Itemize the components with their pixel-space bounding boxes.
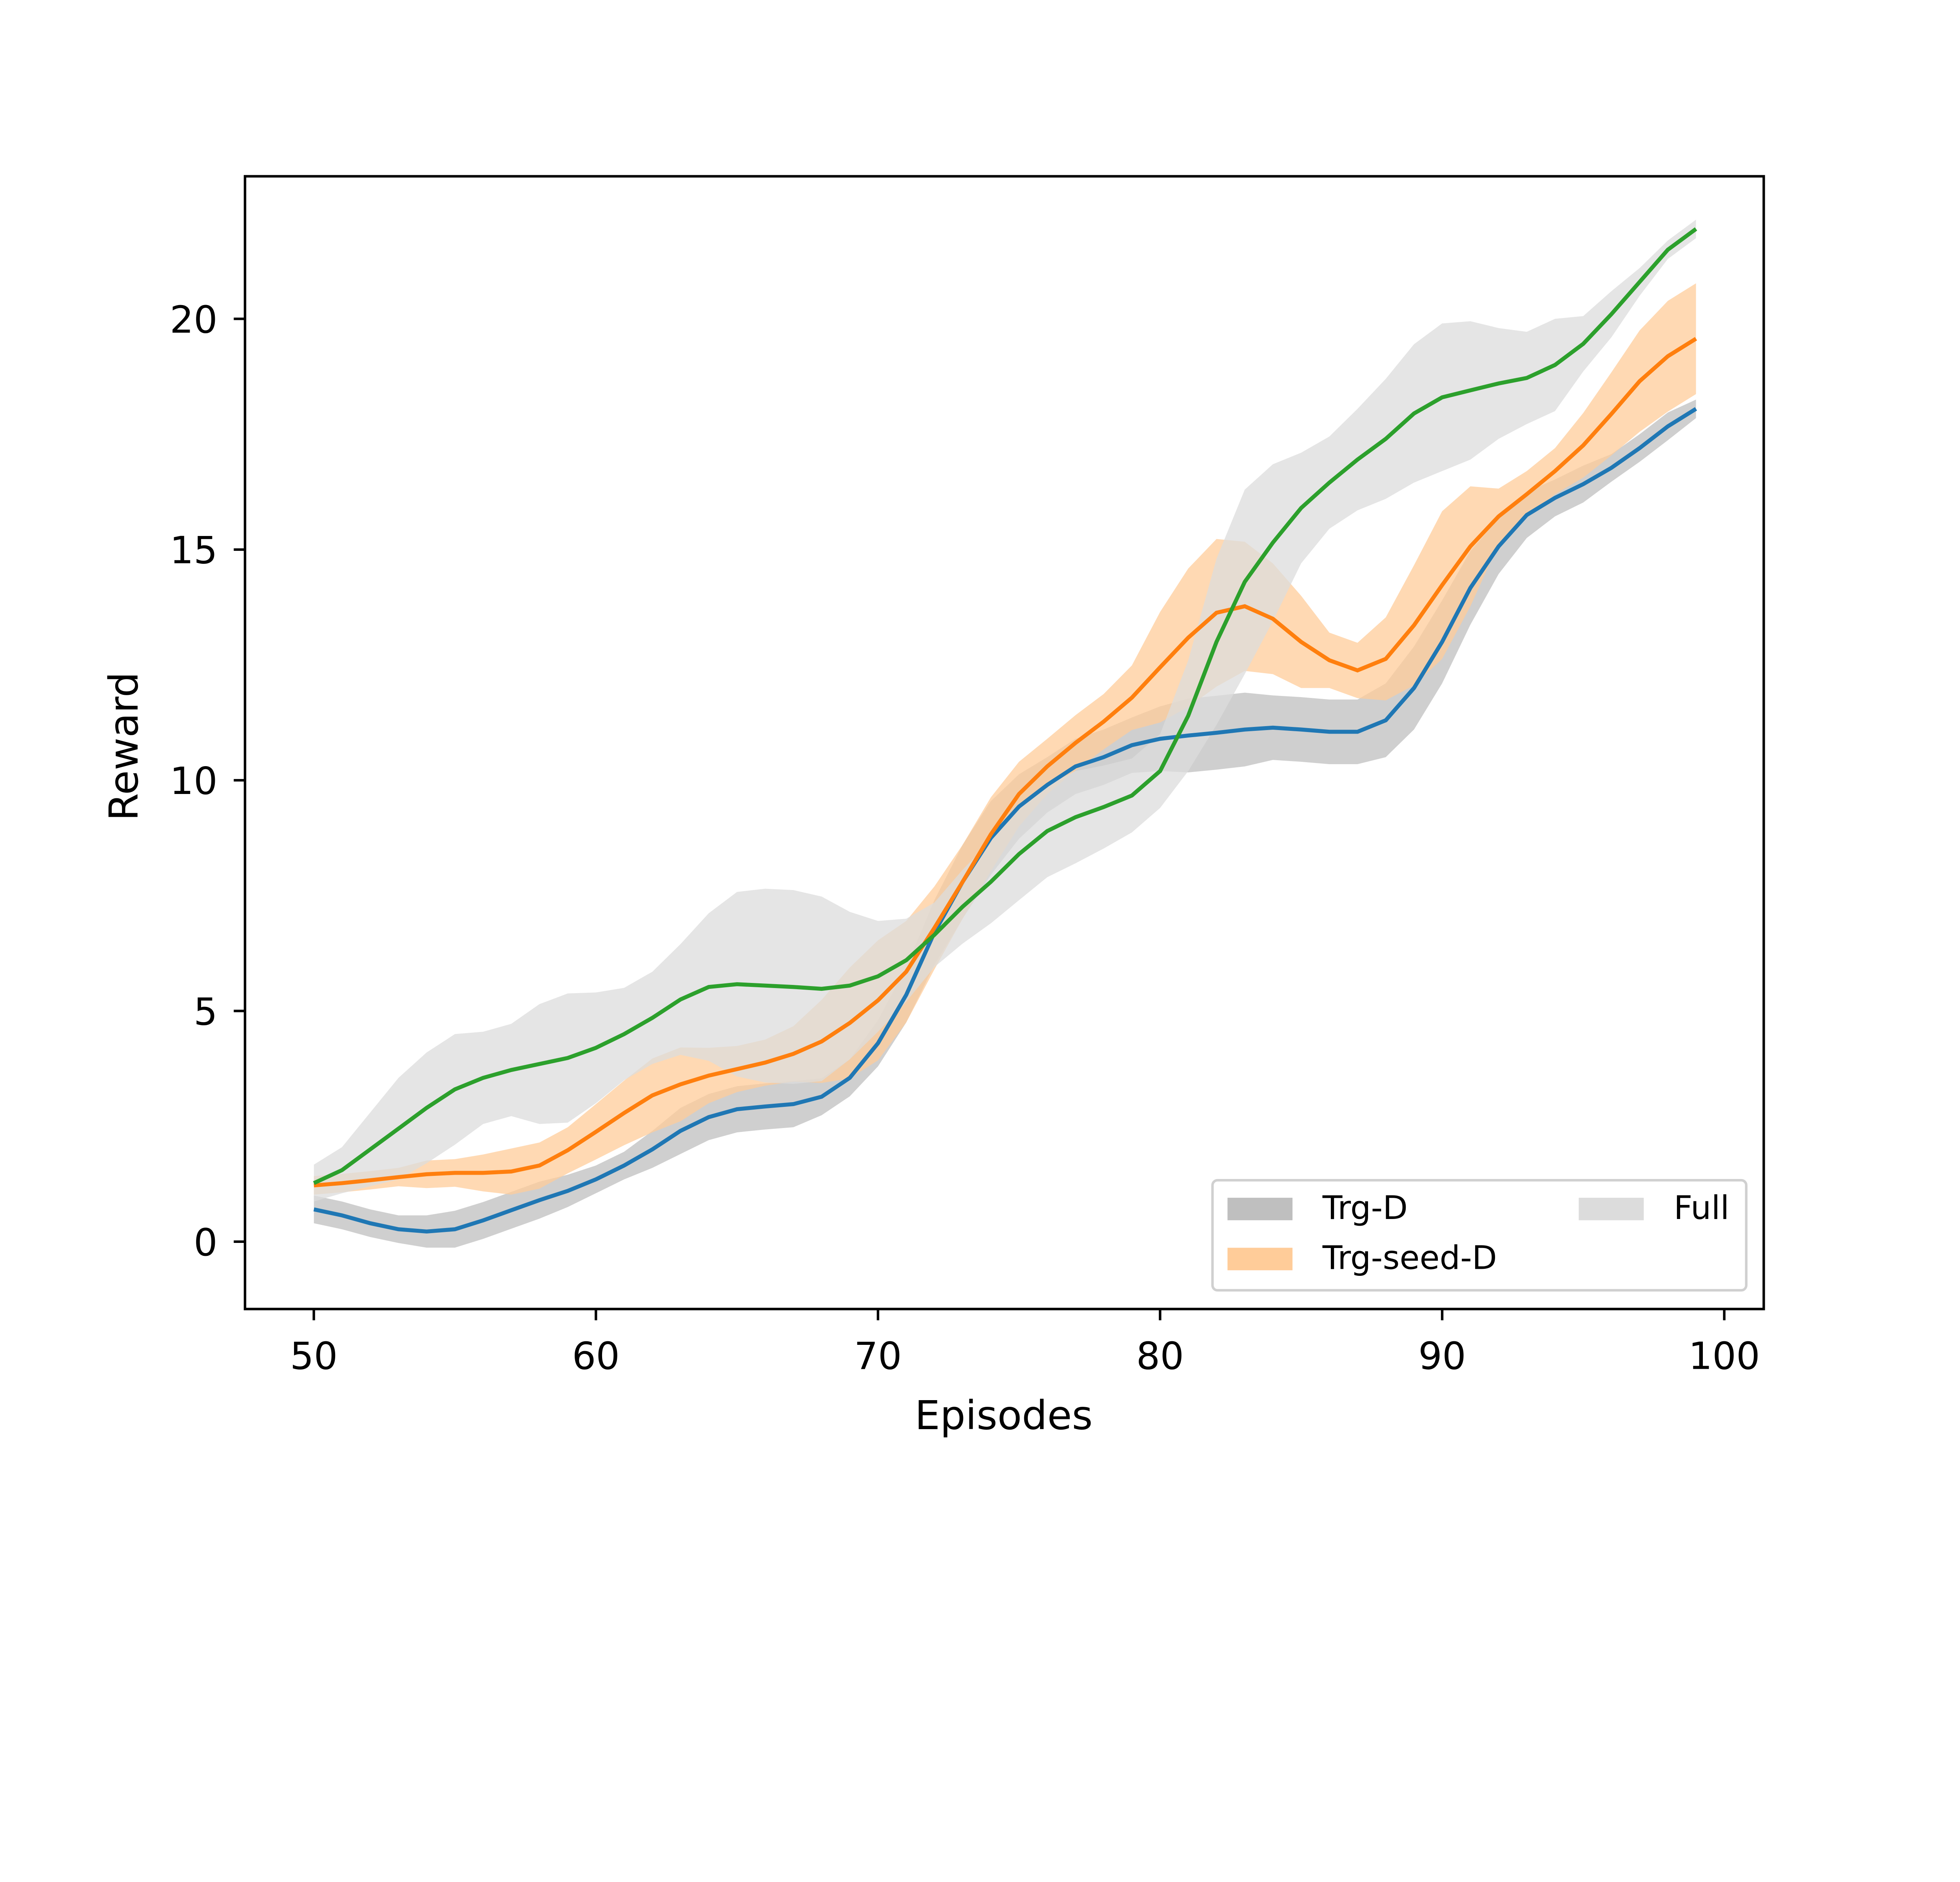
x-tick-label: 100 (1688, 1334, 1760, 1378)
x-tick-label: 60 (572, 1334, 620, 1378)
series-lines (313, 227, 1697, 1234)
x-axis-label: Episodes (915, 1392, 1093, 1439)
line-trg-seed-d (314, 337, 1697, 1188)
y-axis-label: Reward (101, 672, 147, 821)
legend-label: Trg-D (1322, 1189, 1408, 1227)
y-tick-label: 15 (170, 529, 218, 572)
legend-swatch-trg-d (1227, 1197, 1293, 1221)
x-tick-label: 50 (290, 1334, 338, 1378)
y-axis: 0 5 10 15 20 (170, 298, 245, 1264)
band-full (314, 220, 1696, 1202)
x-tick-label: 70 (854, 1334, 902, 1378)
confidence-bands (314, 220, 1696, 1248)
y-tick-label: 0 (194, 1221, 218, 1264)
y-tick-label: 10 (170, 759, 218, 803)
legend-label: Full (1674, 1189, 1730, 1227)
line-trg-d (313, 407, 1697, 1234)
legend-swatch-full (1579, 1197, 1644, 1221)
y-tick-label: 20 (170, 298, 218, 342)
legend: Trg-D Trg-seed-D Full (1211, 1179, 1748, 1292)
legend-swatch-trg-seed-d (1227, 1248, 1293, 1270)
line-full (313, 227, 1697, 1185)
x-tick-label: 90 (1418, 1334, 1466, 1378)
x-tick-label: 80 (1136, 1334, 1184, 1378)
legend-label: Trg-seed-D (1322, 1239, 1497, 1277)
x-axis: 50 60 70 80 90 100 (290, 1309, 1760, 1378)
plot-frame (243, 175, 1765, 1310)
line-chart: 50 60 70 80 90 100 0 5 10 15 20 Episodes Reward T… (101, 175, 1765, 1439)
y-tick-label: 5 (194, 990, 218, 1034)
